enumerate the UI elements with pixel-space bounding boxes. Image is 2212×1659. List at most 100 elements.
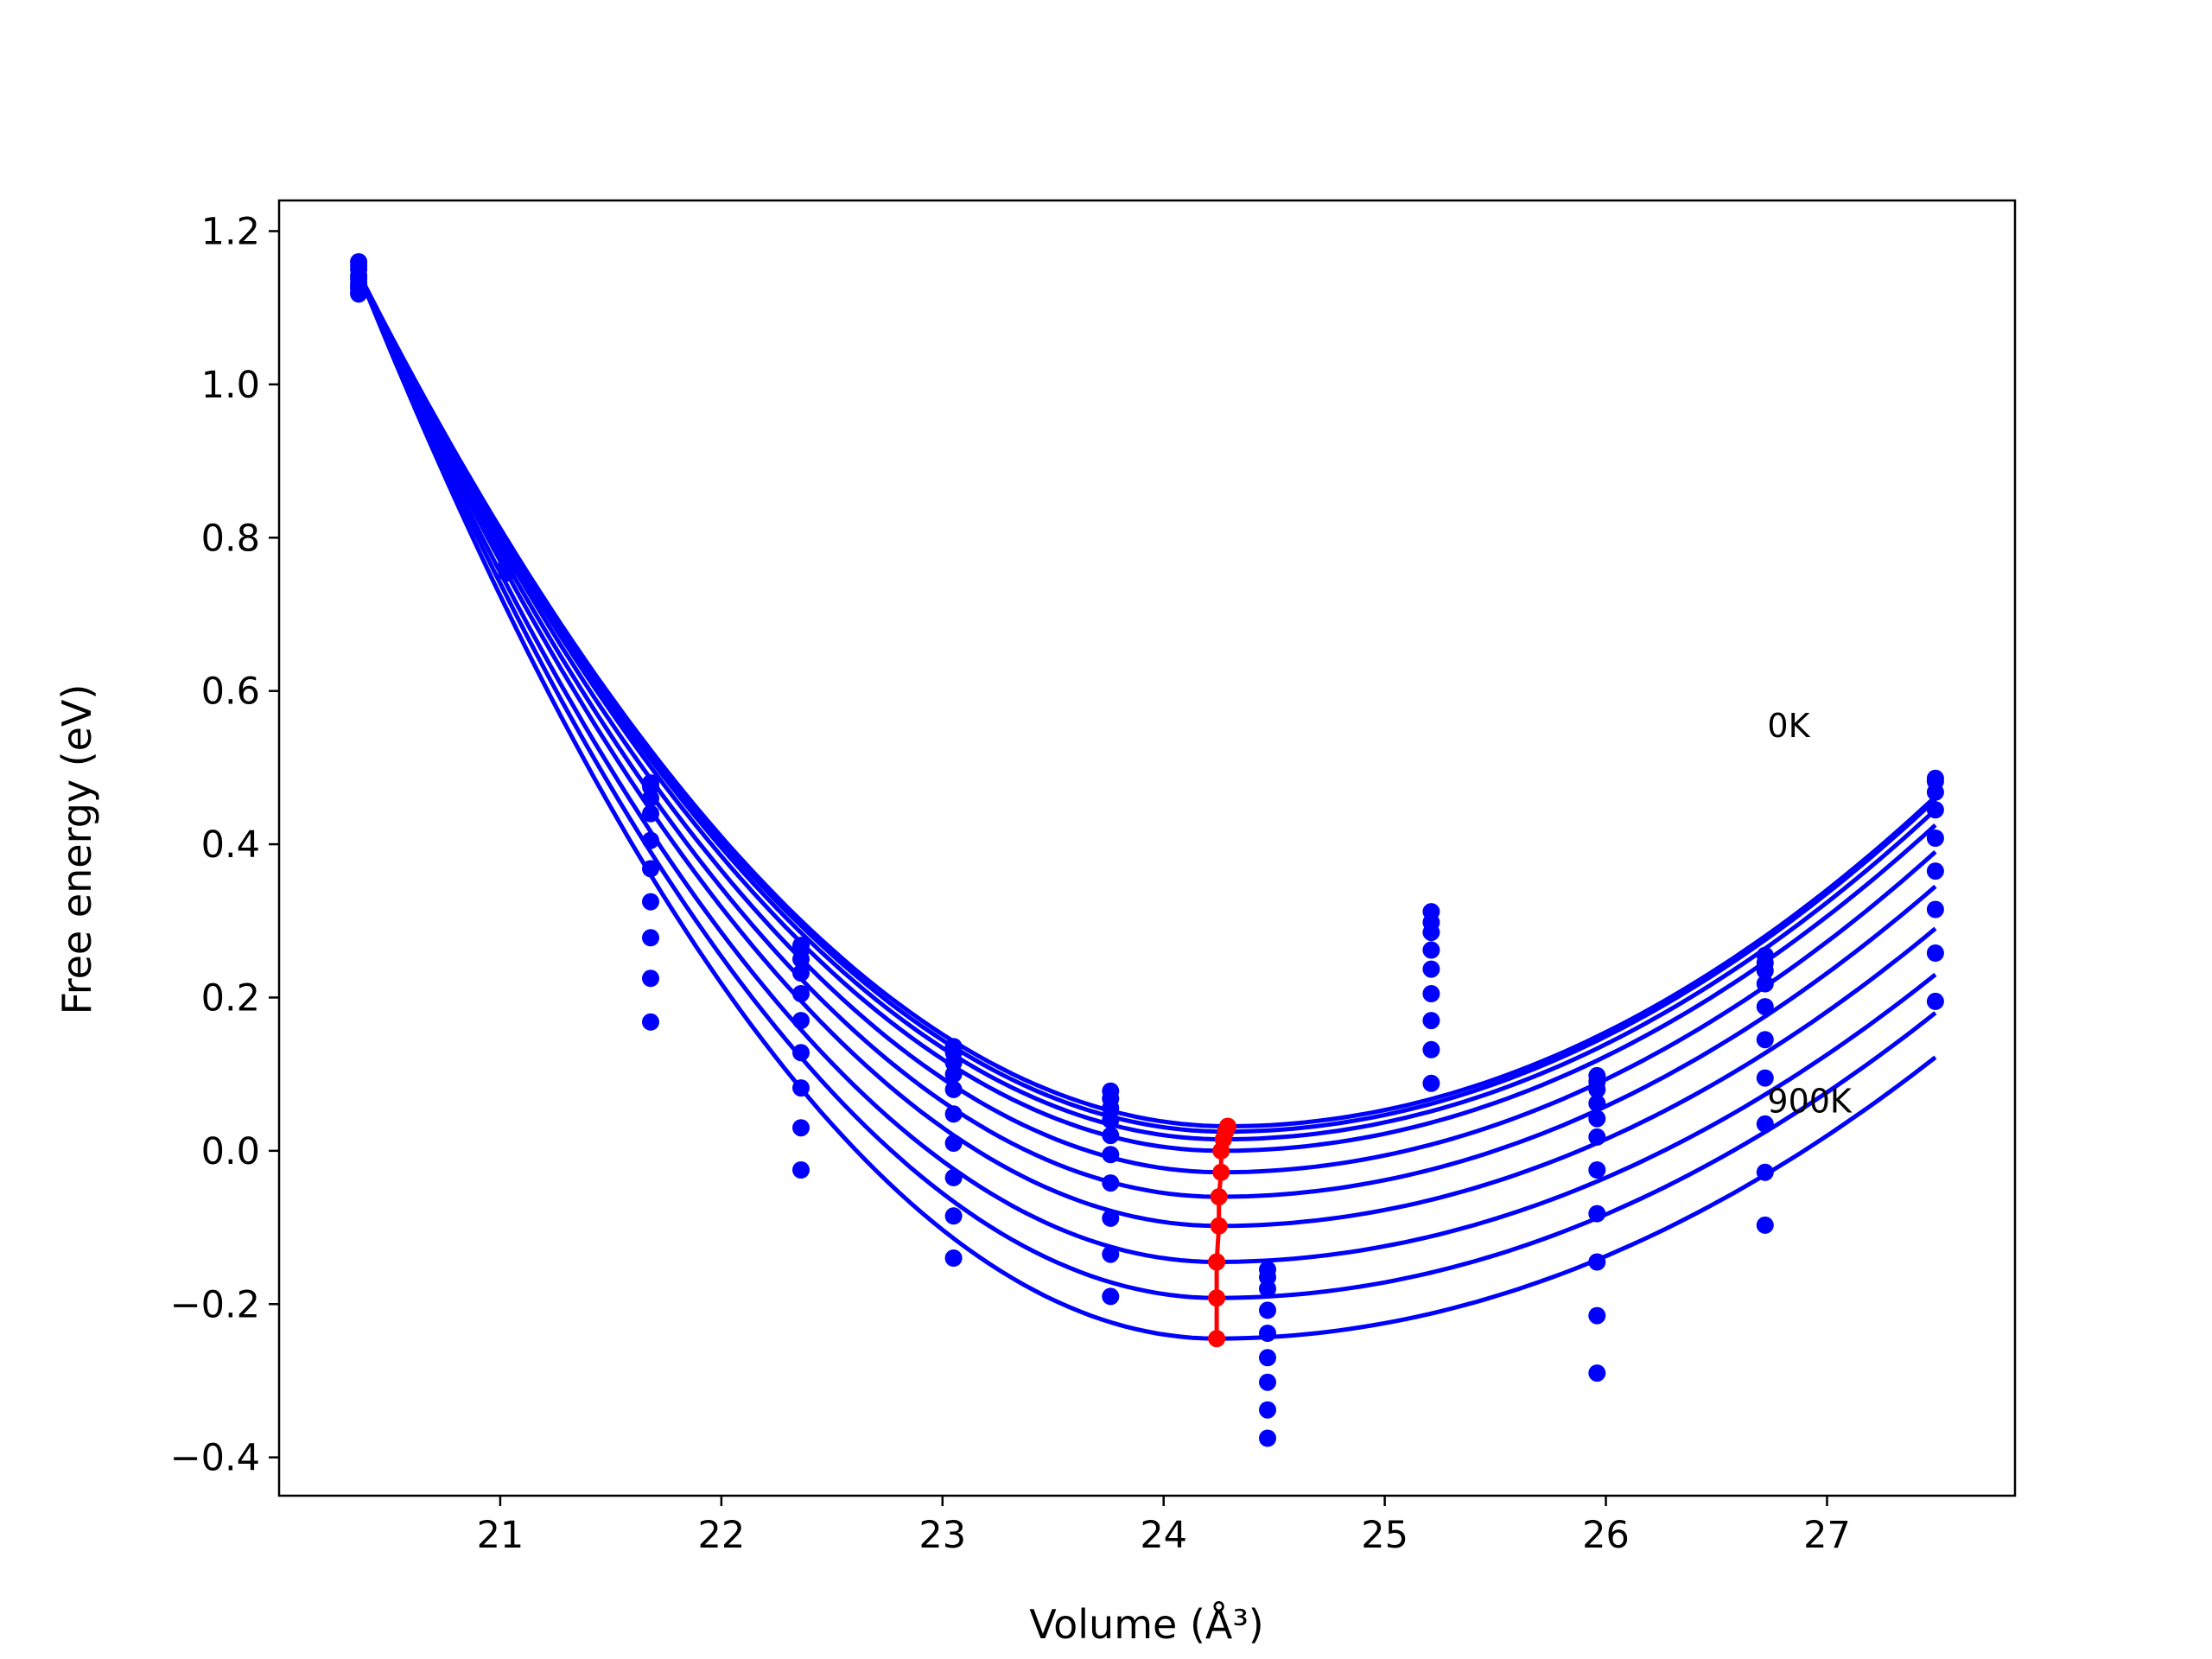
data-point — [1259, 1401, 1276, 1419]
data-point — [1926, 801, 1944, 819]
data-point — [1756, 1069, 1774, 1087]
data-point — [1259, 1429, 1276, 1447]
data-point — [642, 893, 659, 911]
minimum-point — [1212, 1163, 1230, 1181]
data-point — [792, 1079, 810, 1097]
minimum-point — [1212, 1141, 1230, 1160]
x-tick-label: 22 — [697, 1514, 745, 1557]
minimum-point — [1210, 1188, 1228, 1206]
plot-frame — [277, 199, 2017, 1497]
data-point — [1588, 1253, 1606, 1271]
minimum-point — [1210, 1217, 1228, 1235]
data-point — [1422, 1012, 1440, 1030]
data-point — [1259, 1301, 1276, 1319]
data-point — [944, 1105, 963, 1123]
data-point — [1102, 1111, 1120, 1129]
y-tick-label: 0.8 — [201, 517, 260, 560]
x-tick-label: 21 — [477, 1514, 524, 1557]
x-tick-label: 25 — [1361, 1514, 1408, 1557]
minimum-point — [1208, 1330, 1226, 1348]
data-point — [792, 950, 810, 969]
data-point — [1259, 1349, 1276, 1367]
data-point — [1588, 1364, 1606, 1382]
data-point — [1102, 1245, 1120, 1263]
x-tick-label: 23 — [918, 1514, 966, 1557]
fit-curve — [356, 272, 1937, 1154]
data-point — [1102, 1099, 1120, 1117]
x-axis-ticks: 21 22 23 24 25 26 27 — [477, 1496, 1851, 1557]
x-tick-label: 26 — [1582, 1514, 1630, 1557]
data-point — [1588, 1128, 1606, 1146]
data-point — [944, 1065, 963, 1084]
data-point — [944, 1207, 963, 1225]
fit-curve — [356, 272, 1937, 1300]
data-point — [1422, 941, 1440, 959]
data-point — [1259, 1280, 1276, 1298]
data-point — [1588, 1109, 1606, 1128]
data-point — [642, 831, 659, 849]
data-point — [1102, 1127, 1120, 1145]
data-point — [1756, 1031, 1774, 1049]
data-point — [792, 1044, 810, 1062]
data-point — [1926, 992, 1944, 1010]
fit-curve — [356, 272, 1937, 1141]
fit-curve — [356, 272, 1937, 1265]
data-point — [1756, 998, 1774, 1016]
data-point — [642, 969, 659, 988]
y-axis-ticks: 1.2 1.0 0.8 0.6 0.4 0.2 0.0 −0.2 −0.4 — [170, 210, 279, 1480]
data-point — [1926, 944, 1944, 962]
data-point — [1926, 783, 1944, 801]
data-point — [1756, 975, 1774, 993]
data-point — [1102, 1209, 1120, 1227]
y-tick-label: −0.4 — [170, 1437, 260, 1480]
minimum-locus — [1208, 1117, 1236, 1348]
data-point — [944, 1080, 963, 1098]
y-tick-label: −0.2 — [170, 1283, 260, 1326]
data-point — [792, 985, 810, 1002]
data-point — [1588, 1161, 1606, 1179]
data-point — [1588, 1094, 1606, 1112]
y-tick-label: 0.0 — [201, 1130, 260, 1173]
fit-curves — [356, 272, 1937, 1341]
data-point — [642, 1013, 659, 1031]
fit-curve — [356, 272, 1937, 1199]
fit-curve — [356, 272, 1937, 1135]
data-point — [1756, 962, 1774, 980]
data-point — [1588, 1306, 1606, 1325]
fit-curve — [356, 272, 1937, 1341]
data-point — [642, 929, 659, 947]
data-point — [1588, 1205, 1606, 1223]
data-point — [1588, 1080, 1606, 1098]
annotation-900k: 900K — [1767, 1083, 1853, 1121]
data-point — [792, 1161, 810, 1179]
x-tick-label: 24 — [1140, 1514, 1187, 1557]
data-point — [1422, 1040, 1440, 1058]
y-tick-label: 1.2 — [201, 210, 260, 253]
data-point — [1756, 1216, 1774, 1234]
data-point — [1422, 1074, 1440, 1092]
data-point — [1926, 830, 1944, 847]
fit-curve — [356, 272, 1937, 1129]
data-point — [1422, 985, 1440, 1002]
y-tick-label: 0.4 — [201, 823, 260, 867]
data-point — [944, 1168, 963, 1186]
minimum-point — [1208, 1289, 1226, 1307]
data-point — [944, 1249, 963, 1267]
data-point — [1102, 1287, 1120, 1306]
x-tick-label: 27 — [1803, 1514, 1851, 1557]
y-tick-label: 0.2 — [201, 976, 260, 1020]
data-point — [1422, 960, 1440, 978]
data-point — [944, 1135, 963, 1152]
data-point — [1756, 1115, 1774, 1133]
data-point — [1259, 1325, 1276, 1342]
data-point — [1422, 924, 1440, 942]
y-tick-label: 0.6 — [201, 671, 260, 714]
data-point — [792, 1119, 810, 1137]
fit-curve — [356, 272, 1937, 1175]
data-point — [792, 1012, 810, 1030]
data-point — [642, 804, 659, 823]
data-point — [642, 860, 659, 878]
data-point — [1926, 862, 1944, 880]
